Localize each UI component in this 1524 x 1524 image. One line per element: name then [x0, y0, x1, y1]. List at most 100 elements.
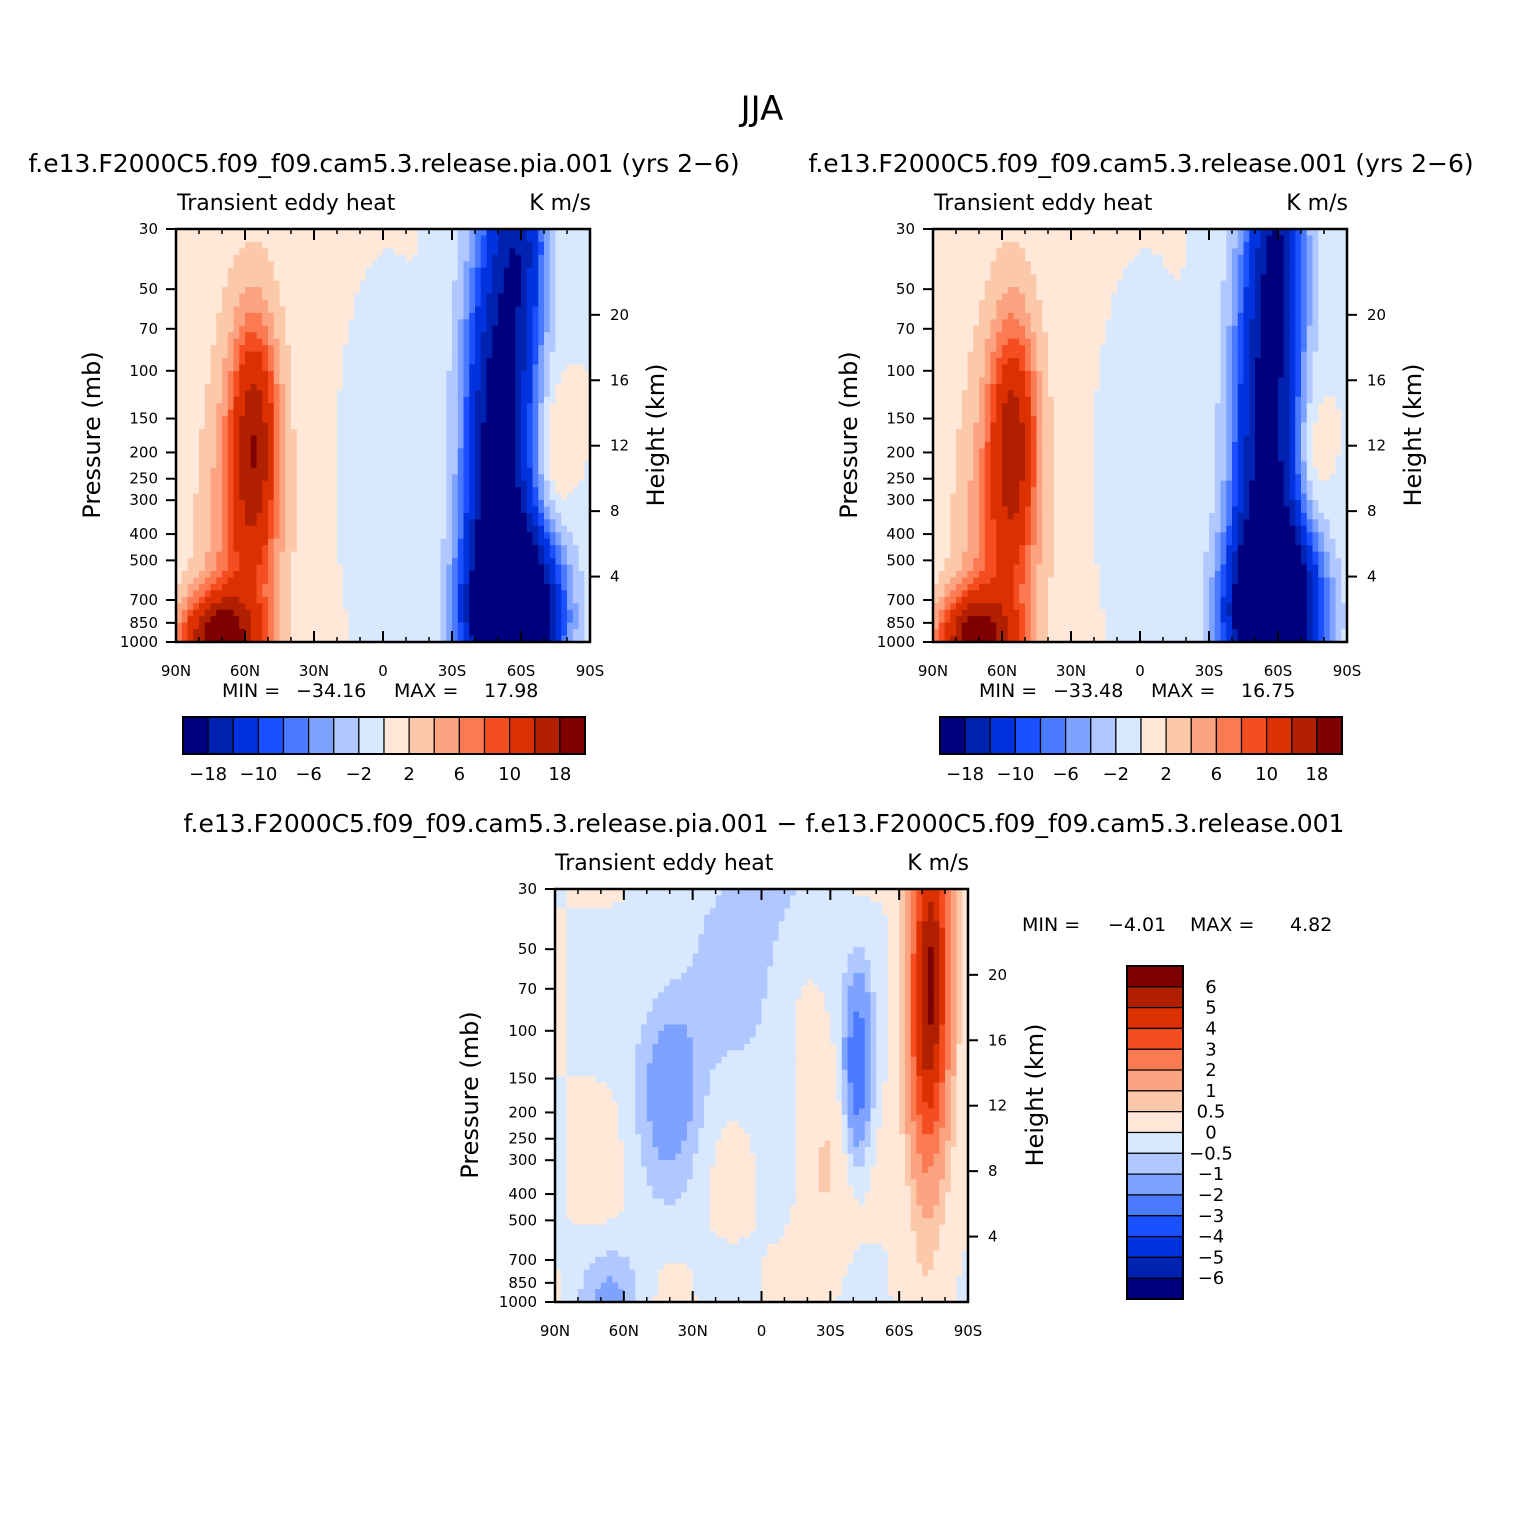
field-cell: [561, 319, 568, 327]
field-cell: [515, 377, 522, 385]
field-cell: [337, 500, 344, 508]
field-cell: [584, 319, 591, 327]
field-cell: [411, 351, 419, 359]
field-cell: [486, 622, 493, 630]
field-cell: [469, 416, 476, 424]
field-cell: [216, 448, 223, 456]
field-cell: [262, 422, 269, 430]
field-cell: [285, 274, 292, 282]
field-cell: [446, 454, 453, 462]
field-cell: [365, 293, 373, 301]
field-cell: [567, 306, 574, 314]
field-cell: [463, 396, 470, 404]
field-cell: [365, 577, 373, 585]
field-cell: [538, 299, 545, 308]
field-cell: [544, 377, 551, 385]
field-cell: [411, 532, 419, 540]
field-cell: [383, 390, 390, 398]
field-cell: [400, 532, 407, 540]
field-cell: [319, 403, 327, 411]
field-cell: [273, 325, 281, 333]
field-cell: [475, 351, 482, 359]
field-cell: [532, 493, 539, 501]
field-cell: [199, 616, 206, 624]
field-cell: [526, 280, 534, 288]
field-cell: [308, 370, 315, 379]
field-cell: [486, 500, 493, 508]
field-cell: [452, 338, 459, 346]
field-cell: [526, 319, 534, 327]
field-cell: [239, 629, 246, 637]
field-cell: [578, 358, 585, 366]
field-cell: [584, 474, 591, 482]
field-cell: [239, 558, 246, 566]
field-cell: [973, 241, 980, 249]
field-cell: [296, 319, 304, 327]
field-cell: [331, 551, 338, 559]
field-cell: [291, 525, 298, 533]
field-cell: [319, 287, 327, 295]
field-cell: [503, 325, 511, 333]
field-cell: [256, 241, 263, 249]
field-cell: [515, 299, 522, 308]
field-cell: [204, 519, 212, 527]
field-cell: [239, 487, 246, 495]
field-cell: [210, 635, 217, 643]
field-cell: [572, 493, 580, 501]
field-cell: [273, 461, 281, 469]
field-cell: [176, 583, 183, 591]
field-cell: [446, 377, 453, 385]
field-cell: [406, 248, 413, 256]
field-cell: [515, 441, 522, 449]
field-cell: [262, 480, 269, 488]
field-cell: [193, 590, 200, 598]
field-cell: [296, 235, 304, 243]
field-cell: [176, 422, 183, 430]
field-cell: [446, 500, 453, 508]
field-cell: [262, 306, 269, 314]
field-cell: [331, 345, 338, 353]
field-cell: [187, 280, 194, 288]
field-cell: [457, 254, 465, 262]
field-cell: [446, 267, 453, 275]
field-cell: [584, 500, 591, 508]
field-cell: [457, 461, 465, 469]
field-cell: [1094, 235, 1101, 243]
field-cell: [331, 629, 338, 637]
field-cell: [498, 532, 505, 540]
field-cell: [273, 448, 281, 456]
field-cell: [469, 377, 476, 385]
field-cell: [181, 390, 189, 398]
field-cell: [463, 267, 470, 275]
field-cell: [222, 590, 229, 598]
field-cell: [302, 377, 309, 385]
field-cell: [475, 551, 482, 559]
field-cell: [572, 545, 580, 553]
field-cell: [572, 409, 580, 417]
field-cell: [337, 506, 344, 514]
field-cell: [365, 525, 373, 533]
field-cell: [256, 370, 263, 379]
field-cell: [176, 441, 183, 449]
field-cell: [521, 351, 528, 359]
field-cell: [498, 629, 505, 637]
field-cell: [360, 467, 367, 475]
field-cell: [503, 229, 511, 237]
field-cell: [572, 474, 580, 482]
field-cell: [417, 293, 424, 301]
field-cell: [469, 241, 476, 249]
field-cell: [526, 590, 534, 598]
field-cell: [337, 312, 344, 320]
field-cell: [394, 474, 401, 482]
field-cell: [440, 345, 447, 353]
field-cell: [279, 435, 286, 443]
field-cell: [446, 274, 453, 282]
field-cell: [199, 364, 206, 372]
field-cell: [555, 590, 562, 598]
field-cell: [291, 332, 298, 340]
panel-1-min-value: −34.16: [296, 680, 366, 702]
field-cell: [1295, 229, 1302, 237]
field-cell: [406, 332, 413, 340]
field-cell: [544, 512, 551, 520]
field-cell: [245, 409, 252, 417]
